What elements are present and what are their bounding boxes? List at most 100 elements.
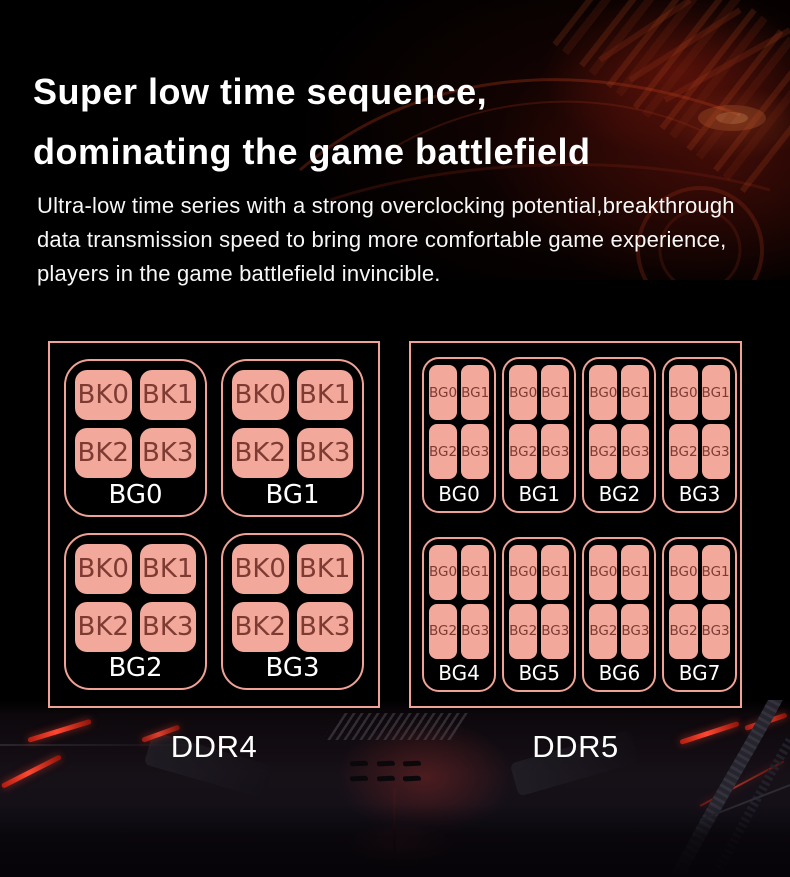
bank-cell: BK1: [139, 543, 196, 594]
bank-cell: BG0: [669, 544, 698, 600]
page-title-line2: dominating the game battlefield: [33, 131, 591, 172]
bank-cell: BG2: [429, 424, 458, 479]
bank-group-label: BG1: [265, 479, 320, 510]
ddr5-group-bg2: BG0 BG1 BG2 BG3 BG2: [582, 357, 657, 513]
bank-cell-grid: BG0 BG1 BG2 BG3: [669, 544, 730, 659]
braided-cables: [672, 700, 790, 877]
bank-group-label: BG2: [598, 481, 641, 506]
bank-cell-grid: BK0 BK1 BK2 BK3: [232, 543, 353, 652]
bank-cell: BG2: [589, 424, 618, 479]
bank-cell: BK3: [139, 601, 196, 652]
ddr4-group-bg3: BK0 BK1 BK2 BK3 BG3: [221, 532, 364, 690]
red-glow-lower: [325, 815, 475, 877]
bank-group-label: BG5: [518, 661, 561, 686]
bank-cell: BK2: [232, 601, 289, 652]
bank-cell: BG2: [589, 603, 618, 659]
paragraph-line: Ultra-low time series with a strong over…: [37, 193, 735, 218]
floor-shadow: [0, 804, 790, 877]
bank-cell: BK2: [232, 428, 289, 478]
bank-cell: BK1: [139, 370, 196, 420]
bank-cell-grid: BG0 BG1 BG2 BG3: [589, 544, 650, 659]
bank-cell: BK2: [75, 428, 132, 478]
bank-cell-grid: BK0 BK1 BK2 BK3: [232, 370, 353, 478]
bank-cell: BG1: [461, 365, 490, 420]
bank-group-label: BG7: [678, 661, 721, 686]
bank-cell-grid: BG0 BG1 BG2 BG3: [429, 544, 490, 659]
paragraph-line: players in the game battlefield invincib…: [37, 261, 441, 286]
bank-cell: BG0: [589, 544, 618, 600]
ddr4-caption: DDR4: [170, 729, 258, 764]
bank-cell: BG0: [669, 365, 698, 420]
bank-cell: BG0: [589, 365, 618, 420]
bank-cell: BK3: [296, 601, 353, 652]
bank-cell: BG2: [509, 424, 538, 479]
bank-cell: BG1: [701, 365, 730, 420]
bank-cell: BG0: [429, 544, 458, 600]
ddr4-group-bg2: BK0 BK1 BK2 BK3 BG2: [64, 532, 207, 690]
bank-group-label: BG3: [265, 653, 320, 684]
bank-group-label: BG4: [438, 661, 480, 686]
bank-group-label: BG3: [678, 481, 721, 506]
bank-cell: BG2: [429, 603, 458, 659]
paragraph-line: data transmission speed to bring more co…: [37, 227, 727, 252]
bank-cell: BG2: [669, 424, 698, 479]
bank-cell: BG3: [541, 424, 570, 479]
bank-cell: BG3: [621, 424, 650, 479]
bank-cell-grid: BG0 BG1 BG2 BG3: [589, 365, 650, 479]
ddr5-group-bg4: BG0 BG1 BG2 BG3 BG4: [422, 536, 497, 692]
ddr5-panel: BG0 BG1 BG2 BG3 BG0 BG0 BG1 BG2 BG3 BG1 BG0 BG1 BG2 B…: [409, 341, 742, 708]
bank-cell: BG3: [701, 603, 730, 659]
bank-cell-grid: BG0 BG1 BG2 BG3: [509, 544, 570, 659]
ddr4-panel: BK0 BK1 BK2 BK3 BG0 BK0 BK1 BK2 BK3 BG1 BK0 BK1 BK2 B…: [48, 341, 380, 708]
bank-group-label: BG0: [108, 479, 163, 510]
bank-cell: BG0: [429, 365, 458, 420]
bank-cell-grid: BG0 BG1 BG2 BG3: [509, 365, 570, 479]
bank-cell-grid: BG0 BG1 BG2 BG3: [669, 365, 730, 479]
bank-cell: BG1: [541, 365, 570, 420]
red-light-streak: [699, 760, 785, 807]
bank-cell: BG1: [621, 544, 650, 600]
description-paragraph: Ultra-low time series with a strong over…: [37, 189, 735, 291]
bank-group-label: BG0: [438, 481, 480, 506]
center-seam: [393, 788, 396, 877]
bank-cell: BG2: [669, 603, 698, 659]
ddr5-group-bg5: BG0 BG1 BG2 BG3 BG5: [502, 536, 577, 692]
red-light-streak: [744, 712, 788, 731]
bank-cell: BK2: [75, 601, 132, 652]
bank-cell: BK0: [232, 370, 289, 420]
ddr5-group-bg6: BG0 BG1 BG2 BG3 BG6: [582, 536, 657, 692]
bank-cell: BG3: [621, 603, 650, 659]
bank-cell: BG0: [509, 365, 538, 420]
page-title-line1: Super low time sequence,: [33, 71, 488, 112]
bank-cell: BG1: [621, 365, 650, 420]
bank-cell: BG3: [701, 424, 730, 479]
bank-cell: BG0: [509, 544, 538, 600]
bank-cell: BK1: [296, 370, 353, 420]
bank-cell: BG3: [541, 603, 570, 659]
ddr5-group-bg7: BG0 BG1 BG2 BG3 BG7: [662, 536, 737, 692]
bank-cell: BK0: [232, 543, 289, 594]
bank-cell: BK1: [296, 543, 353, 594]
bank-cell: BK0: [75, 543, 132, 594]
ddr5-group-bg3: BG0 BG1 BG2 BG3 BG3: [662, 357, 737, 513]
bank-group-label: BG2: [108, 653, 163, 684]
bank-cell: BK0: [75, 370, 132, 420]
ddr5-caption: DDR5: [532, 729, 619, 764]
bank-cell: BG2: [509, 603, 538, 659]
bank-cell: BK3: [296, 428, 353, 478]
ddr5-group-bg0: BG0 BG1 BG2 BG3 BG0: [422, 357, 497, 513]
bank-cell: BK3: [139, 428, 196, 478]
bank-cell: BG3: [461, 424, 490, 479]
ddr4-group-bg0: BK0 BK1 BK2 BK3 BG0: [64, 359, 207, 517]
ddr5-group-bg1: BG0 BG1 BG2 BG3 BG1: [502, 357, 577, 513]
bank-cell-grid: BK0 BK1 BK2 BK3: [75, 370, 196, 478]
bank-cell: BG1: [461, 544, 490, 600]
bank-cell: BG3: [461, 603, 490, 659]
bank-cell-grid: BG0 BG1 BG2 BG3: [429, 365, 490, 479]
heading: Super low time sequence, dominating the …: [33, 62, 591, 182]
bank-cell: BG1: [701, 544, 730, 600]
ddr4-group-bg1: BK0 BK1 BK2 BK3 BG1: [221, 359, 364, 517]
bottom-scene-background: [0, 700, 790, 877]
bank-cell: BG1: [541, 544, 570, 600]
